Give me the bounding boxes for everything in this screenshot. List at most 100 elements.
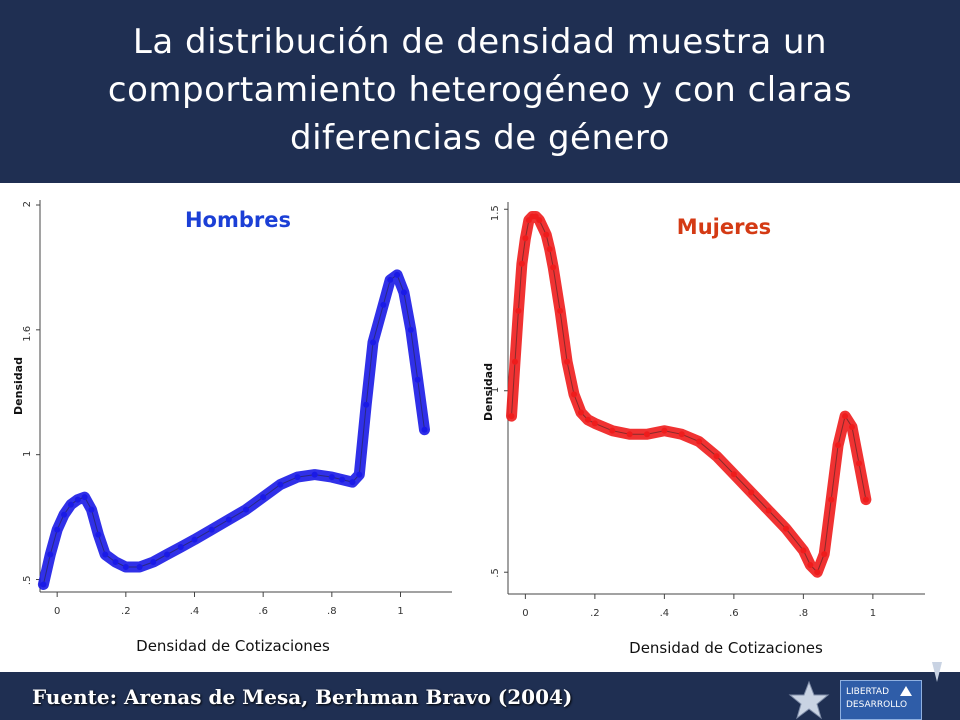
women-y-axis-label: Densidad bbox=[482, 363, 495, 421]
men-data-point bbox=[81, 494, 88, 501]
women-data-point bbox=[696, 438, 703, 445]
women-data-point bbox=[661, 427, 668, 434]
men-data-point bbox=[349, 479, 356, 486]
women-data-point bbox=[678, 431, 685, 438]
women-data-point bbox=[748, 489, 755, 496]
women-data-point bbox=[591, 420, 598, 427]
women-data-point bbox=[783, 525, 789, 532]
men-x-tick-label: .8 bbox=[327, 606, 337, 617]
women-y-tick-label: 1 bbox=[490, 387, 501, 393]
women-x-tick-label: .6 bbox=[729, 608, 739, 619]
men-y-tick-label: 2 bbox=[22, 201, 33, 207]
men-data-point bbox=[54, 526, 61, 533]
men-y-axis-label: Densidad bbox=[12, 357, 25, 415]
women-x-tick-label: .2 bbox=[590, 608, 600, 619]
chart-women: .5 1 1.5 0 .2 .4 .6 .8 1 Mujeres Densidad Densidad … bbox=[482, 202, 925, 657]
men-data-point bbox=[370, 339, 377, 346]
men-data-point bbox=[225, 516, 232, 523]
men-data-point bbox=[164, 551, 171, 558]
men-data-point bbox=[243, 506, 249, 513]
logo-line1: LIBERTAD bbox=[846, 687, 890, 697]
men-x-tick-label: 0 bbox=[54, 606, 60, 617]
men-data-point bbox=[102, 551, 109, 558]
men-data-point bbox=[150, 559, 157, 566]
corner-arrow-icon bbox=[932, 662, 942, 682]
women-data-point bbox=[550, 264, 557, 271]
triangle-icon bbox=[900, 686, 912, 696]
women-data-point bbox=[522, 235, 529, 242]
men-x-tick-label: .4 bbox=[190, 606, 200, 617]
women-data-point bbox=[862, 496, 869, 503]
women-data-point bbox=[571, 391, 578, 398]
men-data-point bbox=[61, 511, 68, 518]
women-data-point bbox=[564, 358, 571, 365]
women-data-point bbox=[511, 358, 518, 365]
men-data-point bbox=[387, 276, 394, 283]
page-title: La distribución de densidad muestra un c… bbox=[107, 22, 853, 158]
women-data-point bbox=[855, 460, 862, 467]
men-data-point bbox=[191, 536, 198, 543]
men-data-point bbox=[339, 476, 346, 483]
women-y-tick-label: .5 bbox=[490, 568, 501, 578]
chart-men: .5 1 1.6 2 0 .2 .4 .6 .8 1 Hombres Densidad Densidad… bbox=[12, 200, 452, 655]
men-x-tick-label: 1 bbox=[397, 606, 403, 617]
men-data-point bbox=[407, 326, 414, 333]
men-data-point bbox=[208, 526, 215, 533]
men-x-axis-label: Densidad de Cotizaciones bbox=[136, 637, 330, 655]
women-data-point bbox=[821, 551, 828, 558]
men-data-point bbox=[177, 544, 184, 551]
women-x-tick-label: .4 bbox=[660, 608, 670, 619]
women-x-tick-label: 0 bbox=[522, 608, 528, 619]
women-data-point bbox=[626, 431, 633, 438]
men-data-point bbox=[356, 471, 363, 478]
men-data-point bbox=[294, 474, 301, 481]
women-x-tick-label: 1 bbox=[870, 608, 876, 619]
women-data-point bbox=[508, 413, 515, 420]
women-data-point bbox=[800, 547, 807, 554]
men-data-point bbox=[328, 474, 335, 481]
men-data-point bbox=[112, 559, 119, 566]
men-data-point bbox=[136, 564, 143, 571]
men-chart-title: Hombres bbox=[185, 208, 291, 232]
men-data-point bbox=[260, 494, 267, 501]
men-x-tick-label: .6 bbox=[258, 606, 268, 617]
men-data-point bbox=[277, 481, 284, 488]
women-data-point bbox=[807, 561, 814, 568]
women-data-point bbox=[515, 307, 522, 314]
source-note: Fuente: Arenas de Mesa, Berhman Bravo (2… bbox=[32, 685, 573, 709]
men-data-point bbox=[67, 501, 74, 508]
women-data-point bbox=[765, 507, 772, 514]
women-data-point bbox=[518, 260, 525, 267]
women-data-point bbox=[644, 431, 650, 438]
women-data-point bbox=[814, 569, 821, 576]
women-series-fit bbox=[511, 216, 867, 574]
men-data-point bbox=[394, 271, 401, 278]
title-banner bbox=[0, 0, 960, 183]
men-data-point bbox=[47, 551, 54, 558]
logo-line2: DESARROLLO bbox=[846, 700, 908, 710]
women-data-point bbox=[543, 231, 550, 238]
women-data-point bbox=[713, 453, 720, 460]
men-data-point bbox=[40, 581, 47, 588]
men-data-point bbox=[380, 301, 387, 308]
women-data-point bbox=[536, 217, 543, 224]
men-data-point bbox=[122, 564, 129, 571]
women-data-point bbox=[557, 307, 564, 314]
women-data-point bbox=[584, 416, 591, 423]
men-y-tick-label: 1 bbox=[22, 451, 33, 457]
men-y-tick-label: .5 bbox=[22, 576, 33, 586]
men-data-point bbox=[311, 471, 318, 478]
women-y-tick-label: 1.5 bbox=[490, 205, 501, 221]
star-icon bbox=[788, 680, 830, 720]
men-data-point bbox=[88, 506, 95, 513]
women-x-axis-label: Densidad de Cotizaciones bbox=[629, 639, 823, 657]
men-series-line bbox=[37, 269, 430, 590]
men-y-tick-label: 1.6 bbox=[22, 326, 33, 342]
women-data-point bbox=[828, 496, 835, 503]
women-series-line bbox=[506, 211, 872, 578]
men-data-point bbox=[95, 531, 102, 538]
women-data-point bbox=[849, 424, 856, 431]
women-data-point bbox=[546, 246, 553, 253]
men-data-point bbox=[414, 376, 421, 383]
